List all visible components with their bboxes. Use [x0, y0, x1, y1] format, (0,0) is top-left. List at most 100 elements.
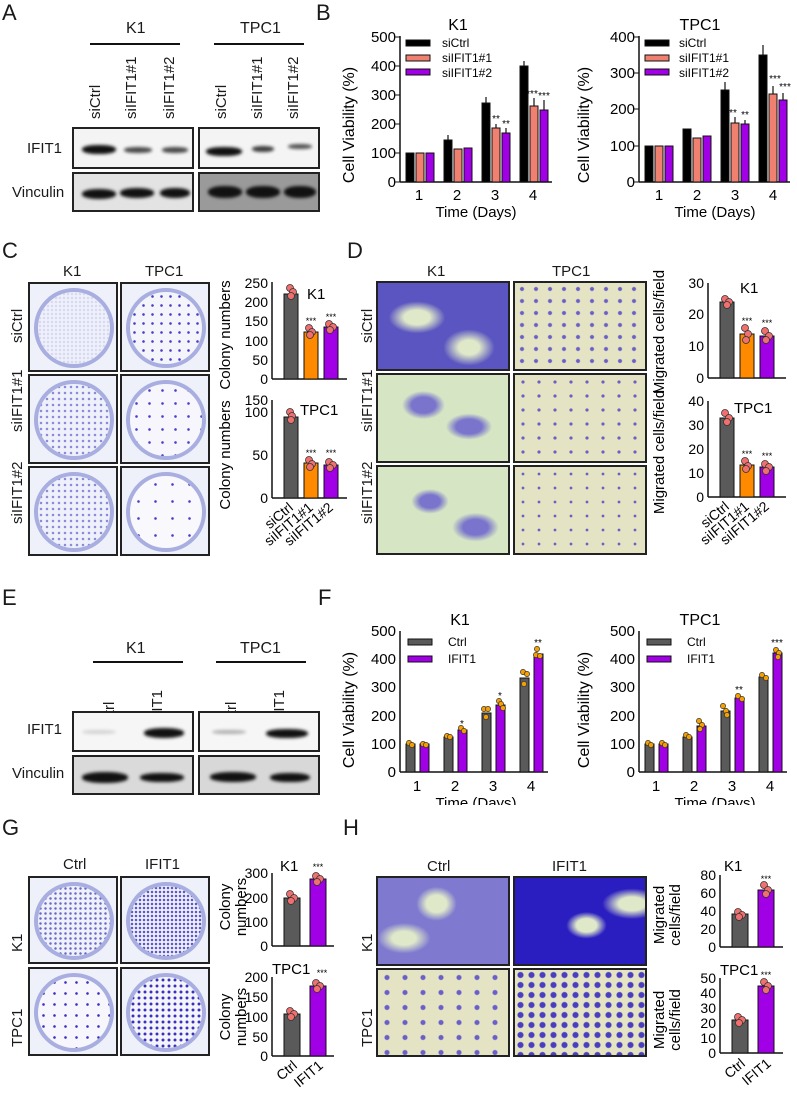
panel-label-c: C — [2, 238, 18, 263]
transwell-image — [513, 373, 647, 463]
svg-text:Ctrl: Ctrl — [448, 635, 467, 649]
chart-f-tpc1: TPC1 Cell Viability (%) 0 100 200 300 400 500… — [576, 612, 787, 805]
svg-text:K1: K1 — [280, 858, 298, 875]
panel-label-b: B — [316, 0, 331, 25]
lane-label: siIFIT1#1 — [249, 56, 266, 119]
svg-text:0: 0 — [708, 939, 716, 955]
svg-text:0: 0 — [627, 174, 635, 191]
column-label: Ctrl — [427, 858, 451, 875]
svg-text:200: 200 — [245, 294, 269, 310]
svg-text:10: 10 — [688, 338, 704, 354]
column-label: IFIT1 — [145, 856, 181, 873]
svg-text:0: 0 — [696, 489, 704, 505]
group-underline — [93, 661, 183, 663]
svg-text:TPC1: TPC1 — [680, 17, 721, 34]
svg-text:K1: K1 — [740, 280, 758, 297]
chart-f-k1: K1 Cell Viability (%) 0 100 200 300 400 500 *… — [341, 612, 548, 805]
svg-text:1: 1 — [652, 778, 660, 795]
row-label: siIFIT1#2 — [359, 461, 376, 524]
svg-text:Colony numbers: Colony numbers — [217, 280, 234, 389]
svg-text:**: ** — [492, 114, 500, 125]
svg-text:30: 30 — [700, 1000, 716, 1016]
svg-text:***: *** — [317, 968, 328, 978]
column-label: K1 — [427, 263, 446, 280]
column-label: K1 — [63, 263, 82, 280]
panel-label-d: D — [347, 238, 363, 263]
svg-text:IFIT1: IFIT1 — [291, 1057, 326, 1090]
group-label: K1 — [126, 640, 146, 657]
svg-text:2: 2 — [693, 187, 701, 204]
svg-text:300: 300 — [610, 679, 635, 696]
svg-text:80: 80 — [700, 867, 716, 883]
svg-text:Migratedcells/field: Migratedcells/field — [651, 989, 684, 1051]
colony-plate-image — [28, 967, 118, 1056]
svg-text:100: 100 — [371, 145, 396, 162]
group-underline — [216, 661, 306, 663]
svg-text:Colony numbers: Colony numbers — [217, 400, 234, 509]
svg-text:IFIT1: IFIT1 — [448, 652, 476, 666]
svg-text:Ctrl: Ctrl — [687, 635, 706, 649]
svg-text:0: 0 — [708, 1045, 716, 1061]
colony-plate-image — [28, 466, 118, 556]
row-label: siCtrl — [9, 308, 26, 343]
svg-text:500: 500 — [610, 623, 635, 640]
svg-text:100: 100 — [610, 736, 635, 753]
svg-text:4: 4 — [527, 778, 535, 795]
svg-text:Migrated cells/field: Migrated cells/field — [651, 270, 668, 394]
row-label: K1 — [9, 933, 26, 952]
svg-text:siCtrl: siCtrl — [679, 36, 706, 50]
svg-text:0: 0 — [627, 764, 635, 781]
row-label: TPC1 — [9, 1008, 26, 1047]
svg-text:***: *** — [742, 449, 753, 459]
svg-text:***: *** — [762, 451, 773, 461]
western-blot-ifit1-k1 — [72, 711, 194, 752]
legend-siifit1-1: siIFIT1#1 — [442, 51, 492, 65]
colony-plate-image — [28, 876, 118, 964]
row-label-ifit1: IFIT1 — [27, 140, 63, 157]
svg-text:1: 1 — [415, 187, 423, 204]
svg-text:20: 20 — [688, 441, 704, 457]
colony-plate-image — [120, 876, 210, 964]
svg-text:Time (Days): Time (Days) — [674, 204, 755, 220]
svg-text:200: 200 — [371, 708, 396, 725]
svg-text:***: *** — [761, 874, 772, 884]
svg-text:***: *** — [779, 82, 791, 93]
group-label-tpc1: TPC1 — [240, 20, 281, 37]
group-underline — [90, 43, 180, 45]
colony-plate-image — [28, 282, 118, 372]
western-blot-ifit1-tpc1 — [198, 127, 320, 169]
svg-text:TPC1: TPC1 — [272, 961, 310, 978]
chart-b-tpc1: TPC1 Cell Viability (%) 0 100 200 300 40… — [576, 17, 791, 220]
western-blot-vinculin-tpc1 — [198, 755, 320, 795]
svg-text:***: *** — [526, 89, 538, 100]
transwell-image — [513, 876, 647, 966]
svg-text:3: 3 — [489, 778, 497, 795]
svg-text:2: 2 — [453, 187, 461, 204]
group-label-k1: K1 — [126, 20, 146, 37]
column-label: IFIT1 — [552, 858, 588, 875]
svg-text:K1: K1 — [724, 858, 742, 875]
row-label-ifit1: IFIT1 — [27, 721, 63, 738]
row-label: siCtrl — [359, 308, 376, 343]
svg-text:3: 3 — [731, 187, 739, 204]
western-blot-ifit1-tpc1 — [198, 711, 320, 752]
row-label: siIFIT1#2 — [9, 461, 26, 524]
lane-label: siIFIT1#1 — [123, 56, 140, 119]
svg-text:40: 40 — [688, 393, 704, 409]
svg-text:IFIT1: IFIT1 — [739, 1055, 774, 1088]
svg-text:*: * — [498, 691, 502, 702]
svg-text:300: 300 — [371, 87, 396, 104]
svg-text:400: 400 — [371, 651, 396, 668]
svg-text:200: 200 — [245, 890, 269, 906]
svg-text:200: 200 — [371, 116, 396, 133]
svg-text:0: 0 — [388, 174, 396, 191]
chart-g: Colonynumbers K1 0 100 200 300 *** Colonynu… — [217, 858, 334, 1090]
svg-text:200: 200 — [610, 101, 635, 118]
svg-text:4: 4 — [769, 187, 777, 204]
row-label: siIFIT1#1 — [9, 369, 26, 432]
svg-text:1: 1 — [655, 187, 663, 204]
svg-text:siIFIT1#1: siIFIT1#1 — [679, 51, 729, 65]
column-label: TPC1 — [145, 263, 184, 280]
lane-label: siIFIT1#2 — [285, 56, 302, 119]
svg-text:3: 3 — [491, 187, 499, 204]
